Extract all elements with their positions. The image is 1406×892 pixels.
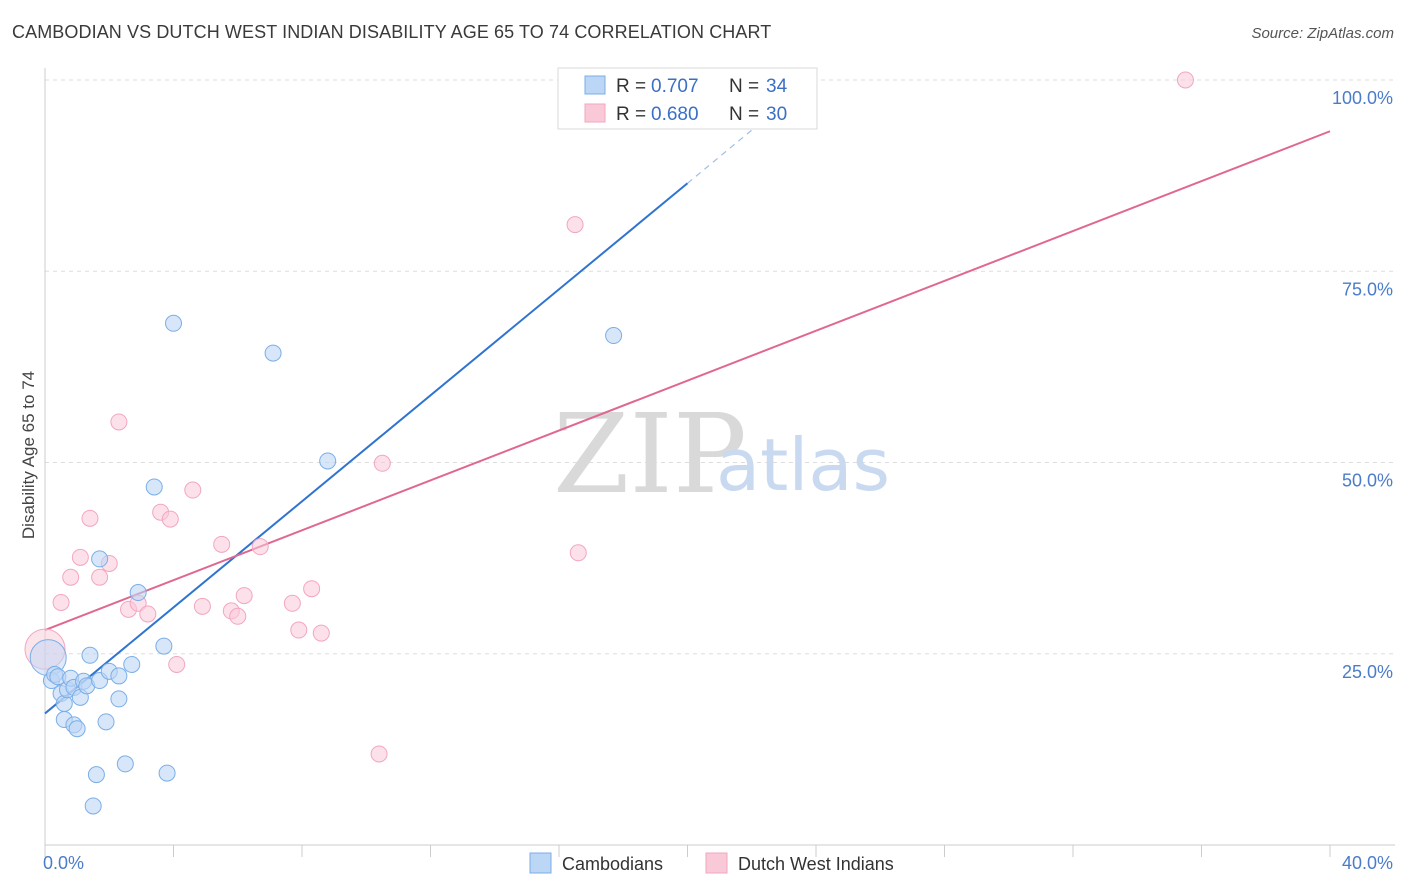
legend-n-label-1: N = — [729, 76, 759, 97]
legend-n-value-1: 34 — [766, 76, 788, 97]
correlation-legend: R = 0.707 N = 34 R = 0.680 N = 30 — [557, 67, 818, 130]
legend-r-value-2: 0.680 — [651, 104, 699, 125]
watermark-zip: ZIP — [553, 390, 747, 518]
bottom-legend-cambodians: Cambodians — [562, 854, 663, 874]
bottom-legend-dutch-west-indians: Dutch West Indians — [738, 854, 894, 874]
point-dutch-west-indians — [373, 454, 391, 472]
legend-swatch-dutch-west-indians — [584, 103, 606, 123]
point-cambodians — [110, 690, 128, 708]
point-cambodians — [264, 344, 282, 362]
point-dutch-west-indians — [193, 597, 211, 615]
point-dutch-west-indians — [213, 535, 231, 553]
point-dutch-west-indians — [283, 594, 301, 612]
point-cambodians — [87, 766, 105, 784]
point-cambodians — [165, 314, 182, 332]
point-dutch-west-indians — [569, 544, 587, 562]
point-dutch-west-indians — [161, 510, 179, 528]
gridlines — [45, 79, 1395, 655]
point-dutch-west-indians — [81, 509, 99, 527]
point-dutch-west-indians — [110, 413, 128, 431]
legend-r-label-1: R = — [616, 76, 646, 97]
point-cambodians — [110, 667, 128, 685]
legend-swatch-cambodians — [584, 75, 606, 95]
y-tick-label: 75.0% — [1342, 279, 1393, 299]
point-dutch-west-indians — [91, 568, 109, 586]
point-cambodians — [145, 478, 163, 496]
point-cambodians — [123, 655, 141, 673]
point-dutch-west-indians — [52, 593, 70, 611]
point-cambodians — [84, 797, 102, 815]
point-dutch-west-indians — [168, 655, 186, 673]
point-dutch-west-indians — [184, 481, 202, 499]
trend-line-cambodians-extension — [687, 76, 817, 184]
point-cambodians — [319, 452, 337, 470]
point-dutch-west-indians — [312, 624, 330, 642]
chart-title: CAMBODIAN VS DUTCH WEST INDIAN DISABILIT… — [12, 22, 772, 42]
point-cambodians — [155, 637, 173, 655]
trend-line-dutch-west-indians — [44, 130, 1331, 631]
point-dutch-west-indians — [370, 745, 388, 763]
tick-labels: 25.0% 50.0% 75.0% 100.0% 0.0% 40.0% — [43, 88, 1393, 873]
x-tick-label-max: 40.0% — [1342, 853, 1393, 873]
source-label: Source: ZipAtlas.com — [1251, 25, 1394, 42]
series-legend: Cambodians Dutch West Indians — [529, 852, 894, 874]
bottom-swatch-dutch-west-indians — [705, 852, 728, 874]
point-dutch-west-indians — [62, 568, 80, 586]
y-tick-label: 100.0% — [1332, 88, 1393, 108]
point-dutch-west-indians — [303, 580, 321, 598]
point-cambodians — [55, 694, 73, 712]
point-cambodians — [97, 713, 115, 731]
point-dutch-west-indians — [139, 605, 157, 623]
point-cambodians — [68, 720, 86, 738]
point-dutch-west-indians — [1176, 71, 1194, 89]
point-cambodians — [91, 550, 109, 568]
point-dutch-west-indians — [251, 538, 269, 556]
point-dutch-west-indians — [566, 216, 584, 234]
data-points — [24, 71, 1194, 815]
point-dutch-west-indians — [229, 607, 247, 625]
point-cambodians — [158, 764, 176, 782]
y-tick-label: 50.0% — [1342, 471, 1393, 491]
legend-n-value-2: 30 — [766, 104, 787, 125]
watermark-atlas: atlas — [716, 423, 890, 507]
point-cambodians — [129, 584, 147, 602]
watermark: ZIP atlas — [553, 390, 890, 518]
point-cambodians — [81, 646, 99, 664]
point-dutch-west-indians — [235, 587, 253, 605]
bottom-swatch-cambodians — [529, 852, 552, 874]
legend-r-label-2: R = — [616, 104, 646, 125]
x-tick-label-min: 0.0% — [43, 853, 84, 873]
trend-line-cambodians — [44, 182, 689, 715]
legend-n-label-2: N = — [729, 104, 759, 125]
axes — [44, 68, 1395, 857]
point-cambodians — [116, 755, 134, 773]
y-tick-label: 25.0% — [1342, 662, 1393, 682]
point-dutch-west-indians — [290, 621, 308, 639]
point-dutch-west-indians — [71, 548, 89, 566]
legend-r-value-1: 0.707 — [651, 76, 699, 97]
y-axis-label: Disability Age 65 to 74 — [19, 371, 38, 539]
point-cambodians — [605, 327, 623, 345]
